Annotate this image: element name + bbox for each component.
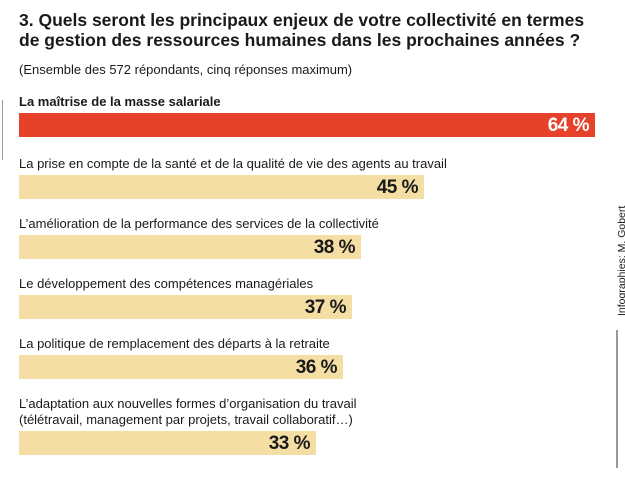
bar-row: L’amélioration de la performance des ser… (19, 216, 599, 259)
bar-value-label: 38 % (313, 237, 356, 258)
bar: 33 % (19, 431, 316, 455)
bar-row: La prise en compte de la santé et de la … (19, 156, 599, 199)
bar: 64 % (19, 113, 595, 137)
frame-border (2, 100, 3, 160)
bar-list: La maîtrise de la masse salariale 64 % La … (19, 94, 599, 455)
bar: 38 % (19, 235, 361, 259)
bar-label: La prise en compte de la santé et de la … (19, 156, 447, 171)
chart-subtitle: (Ensemble des 572 répondants, cinq répon… (19, 62, 353, 77)
bar-value-label: 64 % (547, 115, 590, 136)
bar-label: L’adaptation aux nouvelles formes d’orga… (19, 396, 357, 427)
bar-row: La maîtrise de la masse salariale 64 % (19, 94, 599, 137)
bar-label: L’amélioration de la performance des ser… (19, 216, 379, 231)
bar-value-label: 37 % (304, 297, 347, 318)
bar-row: L’adaptation aux nouvelles formes d’orga… (19, 396, 599, 455)
bar: 45 % (19, 175, 424, 199)
bar: 37 % (19, 295, 352, 319)
credit-divider (616, 330, 618, 468)
chart-title: 3. Quels seront les principaux enjeux de… (19, 10, 585, 50)
bar-label: La politique de remplacement des départs… (19, 336, 330, 351)
credit-text: Infographies: M. Gobert (616, 205, 625, 316)
bar-label: Le développement des compétences managér… (19, 276, 314, 291)
bar-row: Le développement des compétences managér… (19, 276, 599, 319)
bar-value-label: 36 % (295, 357, 338, 378)
bar-value-label: 45 % (376, 177, 419, 198)
bar-label: La maîtrise de la masse salariale (19, 94, 221, 109)
bar: 36 % (19, 355, 343, 379)
bar-value-label: 33 % (268, 433, 311, 454)
bar-row: La politique de remplacement des départs… (19, 336, 599, 379)
